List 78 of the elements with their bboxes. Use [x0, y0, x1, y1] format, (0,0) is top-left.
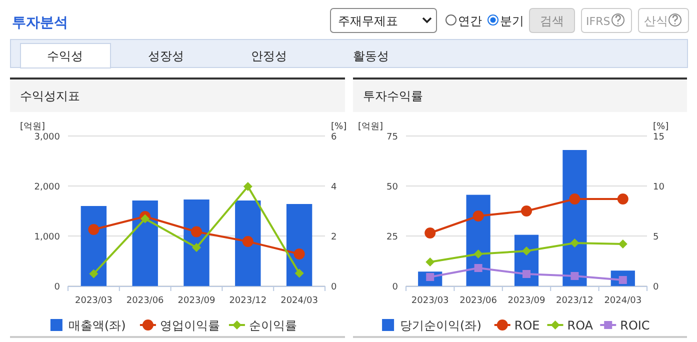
- point: [522, 270, 530, 278]
- point: [522, 246, 531, 256]
- bar: [132, 200, 158, 286]
- x-tick-label: 2023/06: [126, 296, 164, 306]
- point: [191, 226, 202, 238]
- x-tick-label: 2024/03: [604, 296, 642, 306]
- point: [472, 210, 484, 222]
- text: 투자분석: [12, 15, 68, 31]
- point: [294, 268, 304, 278]
- y-tick-label: 1,000: [34, 232, 60, 242]
- y2-tick-label: 15: [653, 132, 664, 142]
- text: 활동성: [353, 49, 389, 63]
- text: 산식: [644, 14, 668, 28]
- y2-tick-label: 0: [653, 282, 659, 292]
- y2-axis-title: [%]: [653, 122, 669, 132]
- point: [192, 243, 201, 252]
- text: 수익성: [47, 49, 83, 63]
- bar: [80, 206, 107, 286]
- y2-tick-label: 2: [331, 232, 337, 242]
- y-tick-label: 50: [386, 182, 398, 192]
- y-tick-label: 2,000: [34, 182, 60, 192]
- y-tick-label: 25: [386, 232, 398, 242]
- point: [294, 248, 305, 260]
- legend-label: ROA: [567, 318, 594, 332]
- x-tick-label: 2023/03: [411, 296, 449, 306]
- bar: [562, 150, 587, 286]
- y2-axis-title: [%]: [331, 122, 347, 132]
- point: [89, 269, 98, 278]
- text: 안정성: [251, 49, 287, 63]
- x-tick-label: 2023/09: [178, 296, 216, 306]
- point: [140, 214, 150, 224]
- point: [474, 264, 482, 272]
- x-tick-label: 2023/03: [75, 296, 112, 306]
- legend-label: ROE: [514, 318, 540, 332]
- point: [570, 238, 580, 248]
- y-tick-label: 75: [386, 132, 398, 142]
- point: [521, 206, 532, 216]
- x-tick-label: 2023/12: [229, 296, 267, 306]
- text: 분기: [500, 14, 524, 28]
- y2-tick-label: 4: [331, 182, 337, 192]
- x-tick-label: 2023/09: [508, 296, 546, 306]
- x-tick-label: 2023/06: [460, 296, 498, 306]
- point: [242, 236, 254, 247]
- y-axis-title: [억원]: [358, 122, 384, 132]
- legend-label: 순이익률: [248, 318, 297, 332]
- y-tick-label: 0: [54, 282, 60, 292]
- x-tick-label: 2024/03: [280, 296, 318, 306]
- point: [570, 272, 579, 280]
- point: [617, 194, 628, 204]
- bar: [235, 200, 261, 286]
- text: IFRS: [586, 15, 610, 28]
- chart-title: 수익성지표: [20, 89, 80, 103]
- text: 성장성: [148, 49, 184, 63]
- bar: [286, 204, 312, 286]
- x-tick-label: 2023/12: [556, 296, 594, 306]
- y-tick-label: 3,000: [34, 132, 60, 142]
- text: 주재무제표: [338, 14, 398, 28]
- point: [426, 258, 435, 266]
- text: 검색: [540, 14, 564, 28]
- point: [569, 194, 580, 204]
- legend-label: 당기순이익(좌): [400, 318, 482, 332]
- legend-label: 영업이익률: [160, 318, 220, 332]
- y-axis-title: [억원]: [20, 122, 46, 132]
- y-tick-label: 0: [392, 282, 398, 292]
- bar: [184, 200, 210, 286]
- point: [424, 228, 436, 238]
- point: [474, 250, 483, 258]
- point: [88, 224, 100, 235]
- text: 연간: [458, 14, 482, 28]
- point: [243, 182, 252, 191]
- y2-tick-label: 10: [653, 182, 665, 192]
- legend-label: 매출액(좌): [68, 318, 126, 332]
- legend-label: ROIC: [620, 318, 650, 332]
- y2-tick-label: 5: [653, 232, 659, 242]
- chart-title: 투자수익률: [363, 89, 423, 103]
- point: [618, 240, 628, 248]
- y2-tick-label: 0: [331, 282, 337, 292]
- y2-tick-label: 6: [331, 132, 337, 142]
